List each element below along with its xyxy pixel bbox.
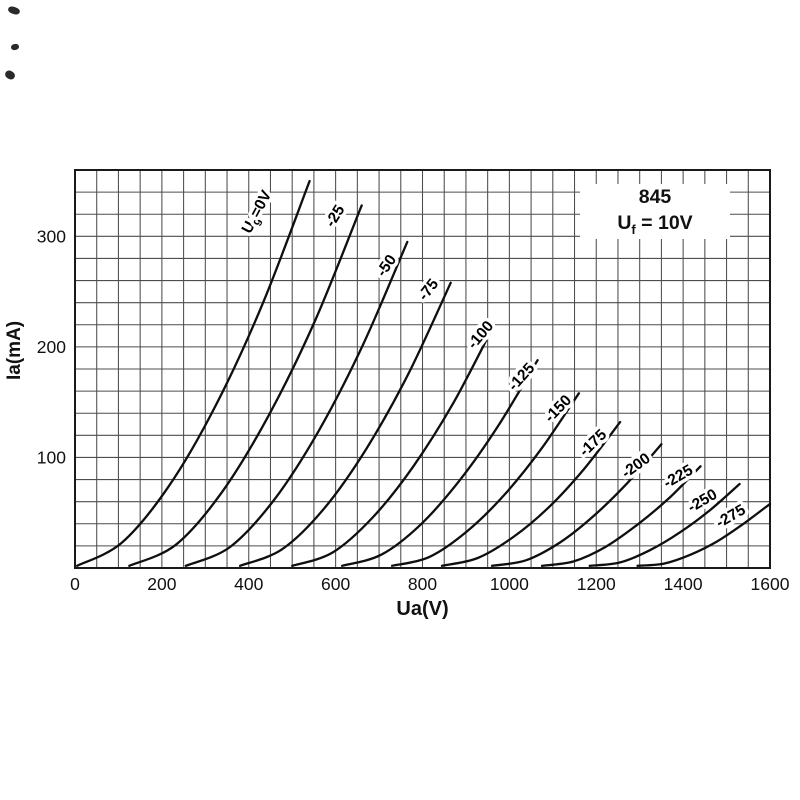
tube-model: 845 (638, 186, 672, 208)
curve-label-ug--50: -50 (373, 252, 400, 280)
curve-label-ug--275: -275 (713, 501, 749, 531)
tube-annotation: 845 Uf = 10V (580, 184, 730, 239)
curve-ug--150 (390, 392, 581, 567)
curve-ug--250 (588, 482, 741, 567)
curve-ug--275 (636, 502, 772, 567)
curve-label-ug-0: Ug=0V (239, 187, 278, 237)
curve-label-ug--75: -75 (415, 276, 442, 304)
plot-border (74, 169, 771, 569)
y-tick-label: 100 (37, 447, 66, 467)
x-tick-label: 1400 (664, 574, 703, 594)
curve-label-ug--225: -225 (661, 461, 697, 491)
curve-ug--100 (291, 323, 496, 567)
x-tick-label: 800 (408, 574, 437, 594)
y-tick-label: 200 (37, 337, 66, 357)
curve-ug--175 (440, 420, 622, 567)
curve-label-ug--25: -25 (322, 202, 348, 230)
filament-voltage: Uf = 10V (617, 212, 693, 238)
x-tick-label: 200 (147, 574, 176, 594)
x-tick-label: 1200 (577, 574, 616, 594)
curve-label-ug--200: -200 (619, 450, 654, 482)
y-axis-title: Ia(mA) (4, 320, 25, 380)
grid (74, 169, 771, 569)
y-tick-label: 300 (37, 226, 66, 246)
curve-label-ug--150: -150 (541, 392, 575, 426)
tick-labels: 0 200 400 600 800 1000 1200 1400 1600 100 200 300 (37, 226, 790, 594)
curve-ug--25 (128, 204, 363, 567)
curve-ug--75 (238, 281, 452, 567)
curve-ug--125 (340, 359, 539, 567)
x-tick-label: 400 (234, 574, 263, 594)
curve-ug--200 (490, 443, 663, 567)
x-tick-label: 1000 (490, 574, 529, 594)
curve-label-ug--175: -175 (576, 426, 610, 460)
x-tick-label: 0 (70, 574, 80, 594)
curve-ug--225 (540, 465, 702, 567)
curve-label-ug--250: -250 (685, 486, 720, 516)
x-tick-label: 1600 (751, 574, 790, 594)
curve-ug--50 (184, 240, 409, 567)
curve-ug-0 (76, 179, 311, 567)
x-tick-label: 600 (321, 574, 350, 594)
x-axis-title: Ua(V) (396, 598, 449, 620)
